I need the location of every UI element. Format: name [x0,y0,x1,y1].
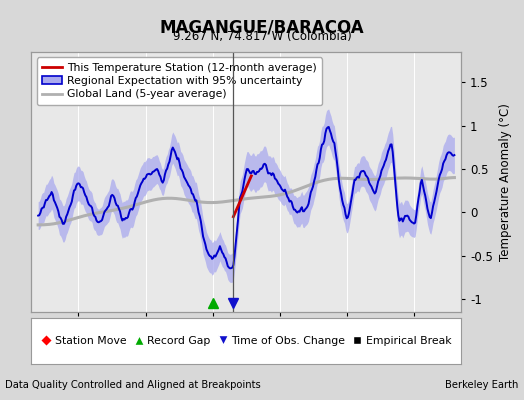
Legend: Station Move, Record Gap, Time of Obs. Change, Empirical Break: Station Move, Record Gap, Time of Obs. C… [38,333,455,349]
Text: Berkeley Earth: Berkeley Earth [445,380,519,390]
Y-axis label: Temperature Anomaly (°C): Temperature Anomaly (°C) [498,103,511,261]
Text: Data Quality Controlled and Aligned at Breakpoints: Data Quality Controlled and Aligned at B… [5,380,261,390]
Text: 9.267 N, 74.817 W (Colombia): 9.267 N, 74.817 W (Colombia) [172,30,352,43]
Legend: This Temperature Station (12-month average), Regional Expectation with 95% uncer: This Temperature Station (12-month avera… [37,58,322,105]
Text: MAGANGUE/BARACOA: MAGANGUE/BARACOA [160,18,364,36]
